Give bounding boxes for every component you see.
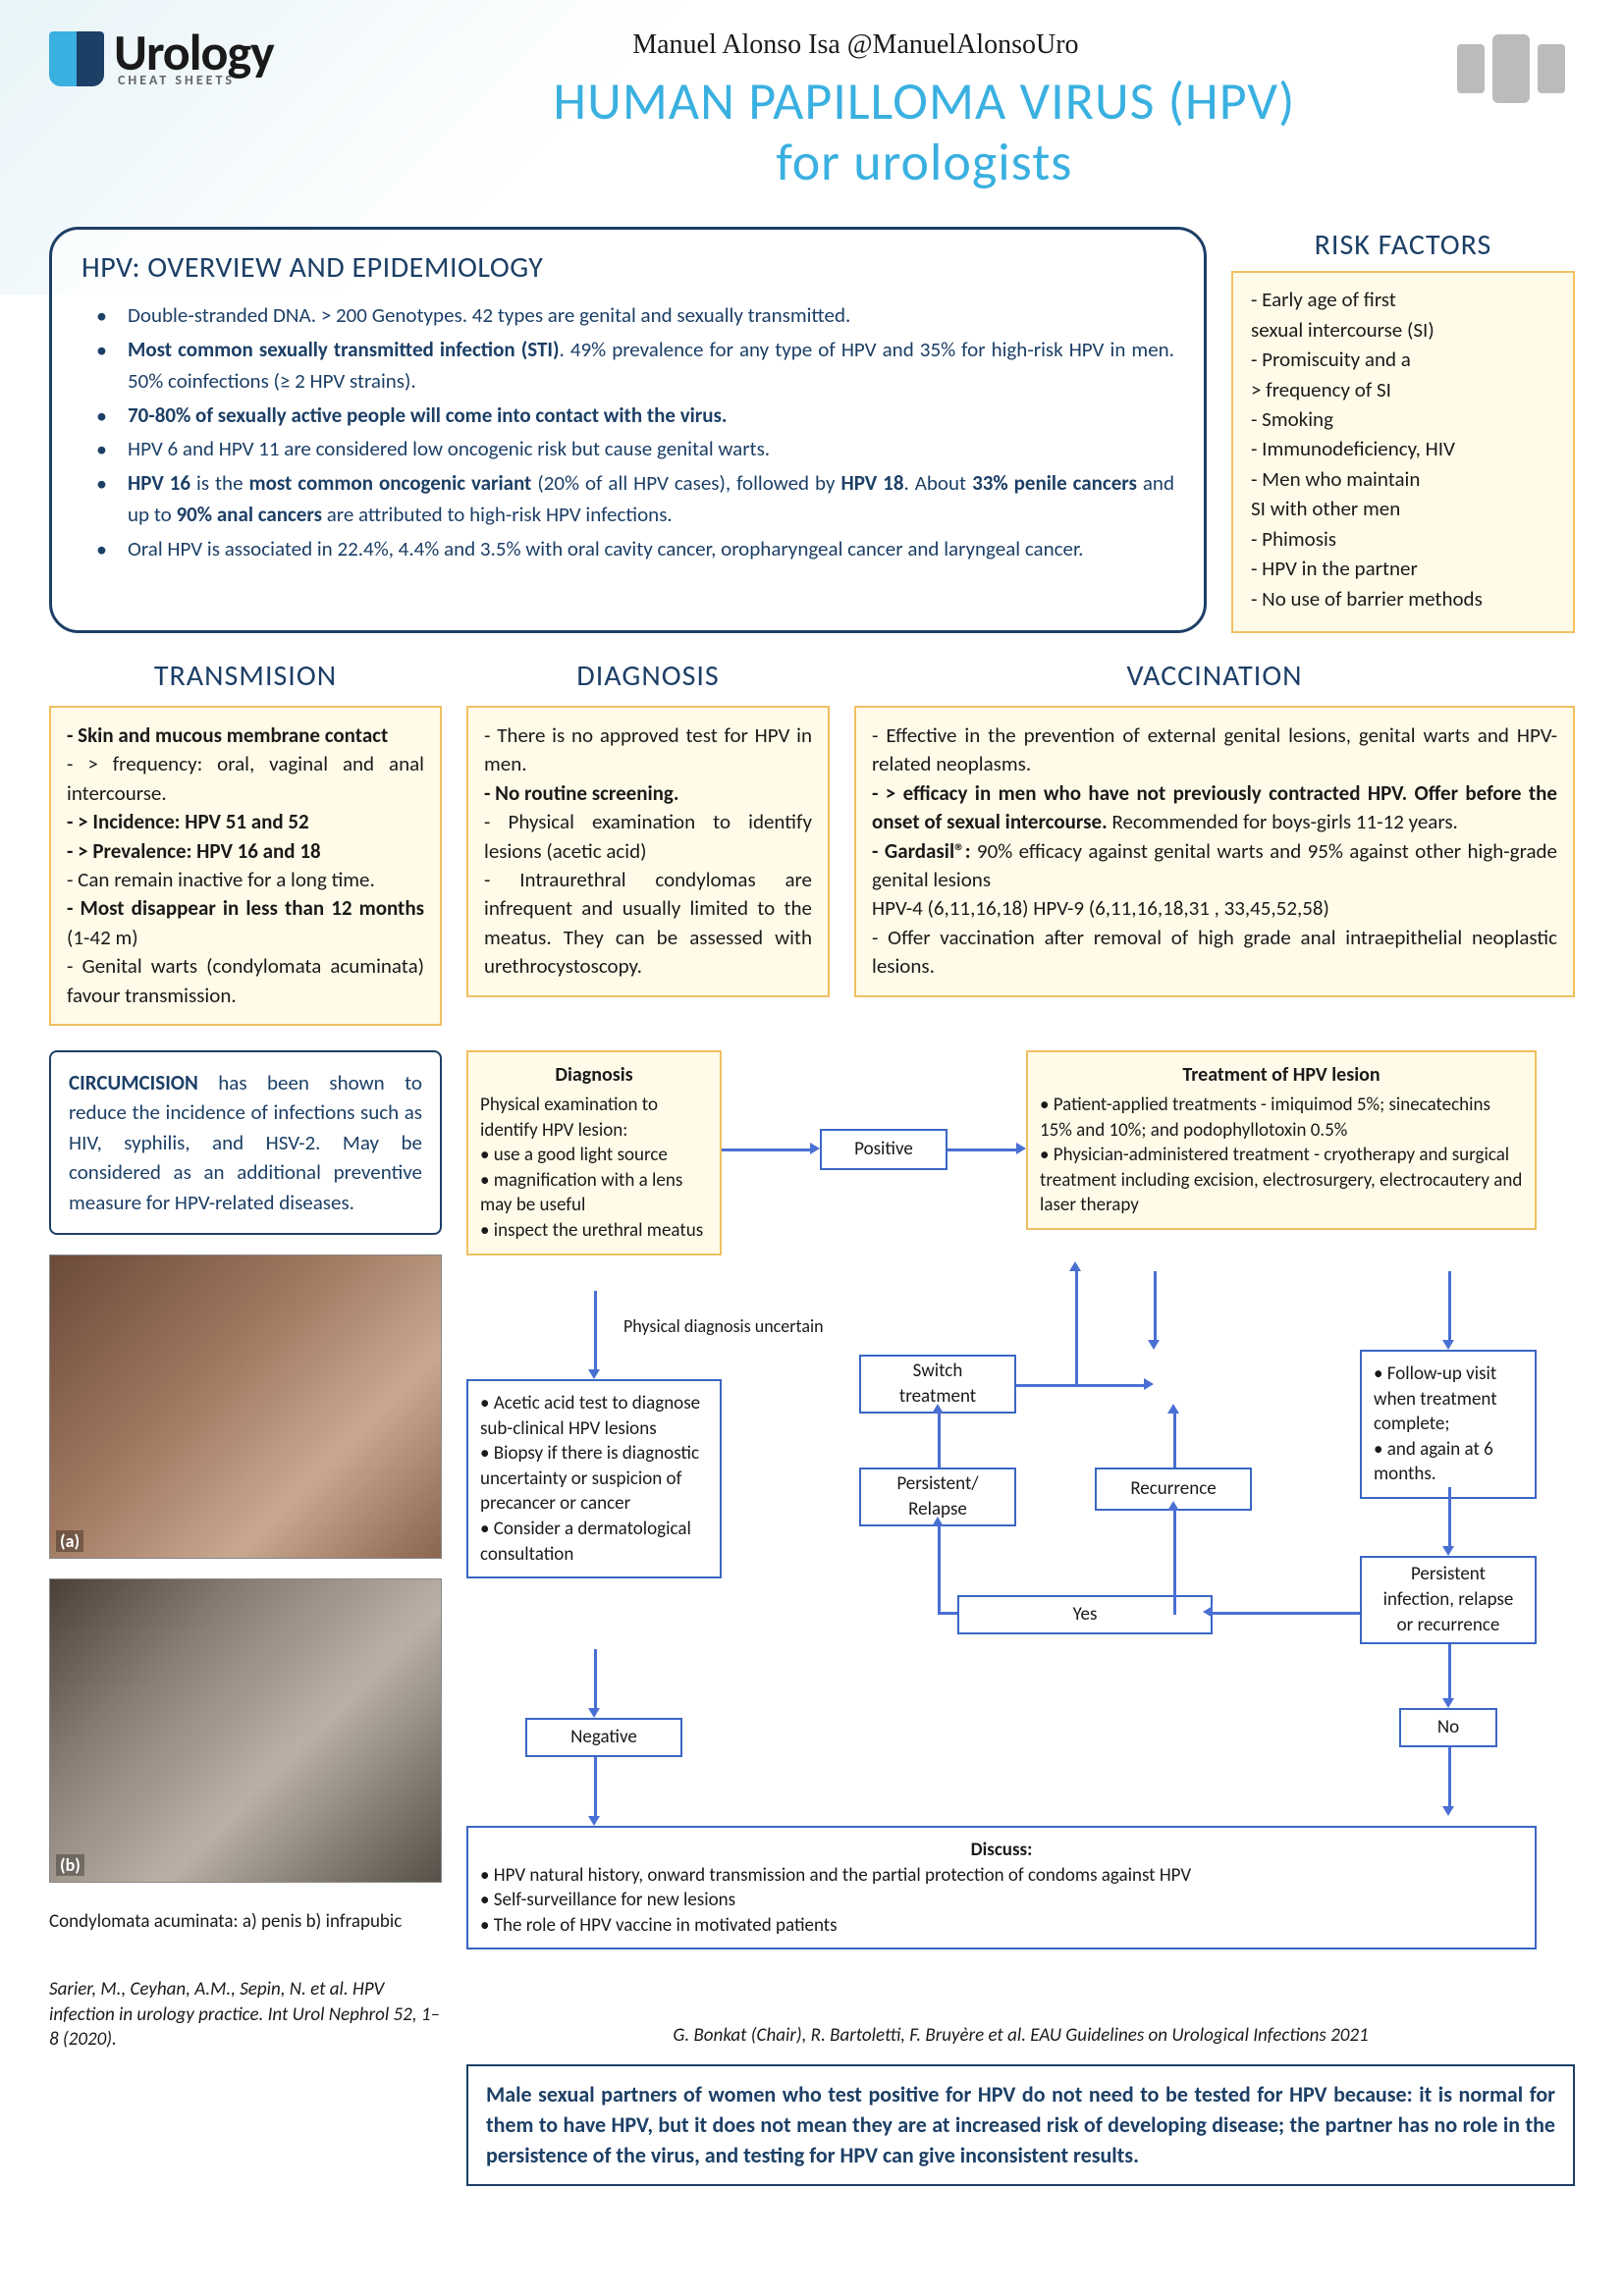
transmission-box: - Skin and mucous membrane contact - > f…	[49, 706, 442, 1026]
rdc-logo	[1457, 34, 1565, 108]
risk-factors-col: RISK FACTORS - Early age of first sexual…	[1231, 227, 1575, 633]
overview-item: HPV 16 is the most common oncogenic vari…	[106, 467, 1174, 531]
flow-no: No	[1399, 1708, 1497, 1747]
bottom-note: Male sexual partners of women who test p…	[466, 2064, 1575, 2186]
flow-treatment: Treatment of HPV lesion • Patient-applie…	[1026, 1050, 1537, 1230]
flow-negative: Negative	[525, 1718, 682, 1757]
clinical-photo-b: (b)	[49, 1578, 442, 1883]
author-credit: Manuel Alonso Isa @ManuelAlonsoUro	[274, 29, 1575, 61]
reference-2: G. Bonkat (Chair), R. Bartoletti, F. Bru…	[466, 2024, 1575, 2047]
flowchart: Diagnosis Physical examination to identi…	[466, 1050, 1575, 2012]
overview-item: Double-stranded DNA. > 200 Genotypes. 42…	[106, 299, 1174, 332]
overview-item: Oral HPV is associated in 22.4%, 4.4% an…	[106, 533, 1174, 565]
clinical-photo-a: (a)	[49, 1255, 442, 1559]
risk-box: - Early age of first sexual intercourse …	[1231, 271, 1575, 633]
logo-mark	[49, 31, 104, 86]
logo-text: Urology	[114, 29, 274, 76]
vaccination-heading: VACCINATION	[854, 658, 1575, 694]
flow-positive: Positive	[820, 1129, 947, 1170]
overview-item: HPV 6 and HPV 11 are considered low onco…	[106, 433, 1174, 465]
flow-discuss: Discuss: • HPV natural history, onward t…	[466, 1826, 1537, 1950]
overview-heading: HPV: OVERVIEW AND EPIDEMIOLOGY	[81, 249, 1174, 286]
reference-1: Sarier, M., Ceyhan, A.M., Sepin, N. et a…	[49, 1977, 442, 2053]
flow-followup: • Follow-up visit when treatment complet…	[1360, 1350, 1537, 1499]
title-line1: HUMAN PAPILLOMA VIRUS (HPV)	[553, 69, 1295, 133]
photo-label-a: (a)	[56, 1530, 83, 1552]
page-title: HUMAN PAPILLOMA VIRUS (HPV) for urologis…	[274, 71, 1575, 192]
overview-box: HPV: OVERVIEW AND EPIDEMIOLOGY Double-st…	[49, 227, 1207, 633]
photo-label-b: (b)	[56, 1854, 84, 1876]
overview-item: 70-80% of sexually active people will co…	[106, 400, 1174, 432]
logo: Urology CHEAT SHEETS	[49, 29, 274, 88]
photo-caption: Condylomata acuminata: a) penis b) infra…	[49, 1910, 442, 1933]
vaccination-box: - Effective in the prevention of externa…	[854, 706, 1575, 997]
transmission-heading: TRANSMISION	[49, 658, 442, 694]
overview-item: Most common sexually transmitted infecti…	[106, 334, 1174, 398]
risk-heading: RISK FACTORS	[1231, 227, 1575, 263]
title-line2: for urologists	[776, 130, 1072, 194]
flow-persistent-inf: Persistent infection, relapse or recurre…	[1360, 1556, 1537, 1644]
flow-diagnosis: Diagnosis Physical examination to identi…	[466, 1050, 722, 1255]
circumcision-box: CIRCUMCISION has been shown to reduce th…	[49, 1050, 442, 1235]
diagnosis-box: - There is no approved test for HPV in m…	[466, 706, 830, 997]
flow-uncertain-label: Physical diagnosis uncertain	[623, 1315, 824, 1337]
flow-acetic: • Acetic acid test to diagnose sub-clini…	[466, 1379, 722, 1578]
diagnosis-heading: DIAGNOSIS	[466, 658, 830, 694]
